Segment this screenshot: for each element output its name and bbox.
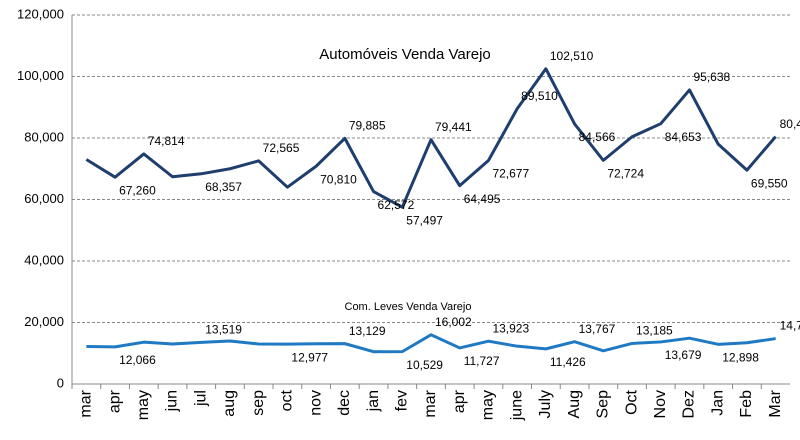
- y-tick-label: 20,000: [24, 314, 64, 329]
- data-label: 13,767: [579, 322, 616, 336]
- data-label: 13,923: [492, 321, 529, 335]
- x-tick-label: nov: [307, 390, 324, 416]
- x-tick-label: Aug: [566, 390, 583, 418]
- x-tick-label: Jan: [709, 390, 726, 416]
- x-tick-label: mar: [422, 389, 439, 417]
- data-label: 13,519: [205, 323, 242, 337]
- x-tick-label: Mar: [767, 389, 784, 417]
- data-label: 95,638: [693, 70, 730, 84]
- data-label: 69,550: [751, 176, 788, 190]
- x-tick-label: jan: [365, 390, 382, 412]
- data-label: 70,810: [320, 172, 357, 186]
- data-label: 62,572: [378, 198, 415, 212]
- y-tick-label: 100,000: [17, 68, 64, 83]
- series-name: Automóveis Venda Varejo: [319, 46, 491, 63]
- data-label: 12,066: [119, 353, 156, 367]
- data-label: 13,185: [636, 324, 673, 338]
- data-label: 80,444: [780, 117, 800, 131]
- x-tick-label: Feb: [738, 390, 755, 418]
- data-label: 74,814: [148, 134, 185, 148]
- data-label: 12,898: [722, 351, 759, 365]
- x-tick-label: Sep: [595, 390, 612, 419]
- data-label: 79,441: [435, 120, 472, 134]
- data-label: 79,885: [349, 119, 386, 133]
- y-tick-label: 60,000: [24, 191, 64, 206]
- x-tick-label: mar: [78, 389, 95, 417]
- x-tick-label: june: [508, 390, 525, 421]
- data-label: 67,260: [119, 183, 156, 197]
- data-label: 64,495: [464, 192, 501, 206]
- x-tick-label: aug: [221, 390, 238, 417]
- data-label: 84,653: [665, 130, 702, 144]
- data-label: 12,977: [291, 350, 328, 364]
- x-tick-label: Nov: [652, 390, 669, 418]
- x-tick-label: dec: [336, 390, 353, 416]
- series-line: [85, 67, 777, 209]
- x-tick-label: July: [537, 390, 554, 418]
- x-tick-label: oct: [279, 389, 296, 411]
- x-tick-label: jun: [164, 390, 181, 412]
- data-label: 72,724: [607, 167, 644, 181]
- data-label: 16,002: [435, 315, 472, 329]
- x-tick-label: fev: [393, 390, 410, 411]
- data-label: 11,426: [550, 355, 586, 369]
- data-label: 14,772: [780, 319, 800, 333]
- data-label: 84,566: [579, 130, 616, 144]
- data-label: 57,497: [406, 213, 443, 227]
- series-name: Com. Leves Venda Varejo: [345, 301, 472, 313]
- data-label: 10,529: [406, 358, 443, 372]
- x-tick-label: Dez: [681, 390, 698, 418]
- data-label: 72,565: [263, 141, 300, 155]
- series-line: [86, 333, 776, 354]
- x-tick-label: may: [135, 390, 152, 420]
- x-tick-label: may: [480, 390, 497, 420]
- x-tick-label: apr: [451, 389, 468, 413]
- x-tick-label: jul: [192, 390, 209, 407]
- data-label: 89,510: [521, 89, 558, 103]
- data-label: 102,510: [550, 49, 594, 63]
- x-tick-label: apr: [106, 389, 123, 413]
- data-label: 72,677: [492, 167, 529, 181]
- x-tick-label: Oct: [623, 389, 640, 414]
- data-label: 68,357: [205, 180, 242, 194]
- y-tick-label: 120,000: [17, 6, 64, 21]
- y-tick-label: 40,000: [24, 252, 64, 267]
- y-tick-label: 0: [57, 375, 64, 390]
- data-label: 13,679: [665, 348, 702, 362]
- y-tick-label: 80,000: [24, 129, 64, 144]
- data-label: 11,727: [464, 354, 500, 368]
- x-tick-label: sep: [250, 390, 267, 416]
- data-label: 13,129: [349, 324, 386, 338]
